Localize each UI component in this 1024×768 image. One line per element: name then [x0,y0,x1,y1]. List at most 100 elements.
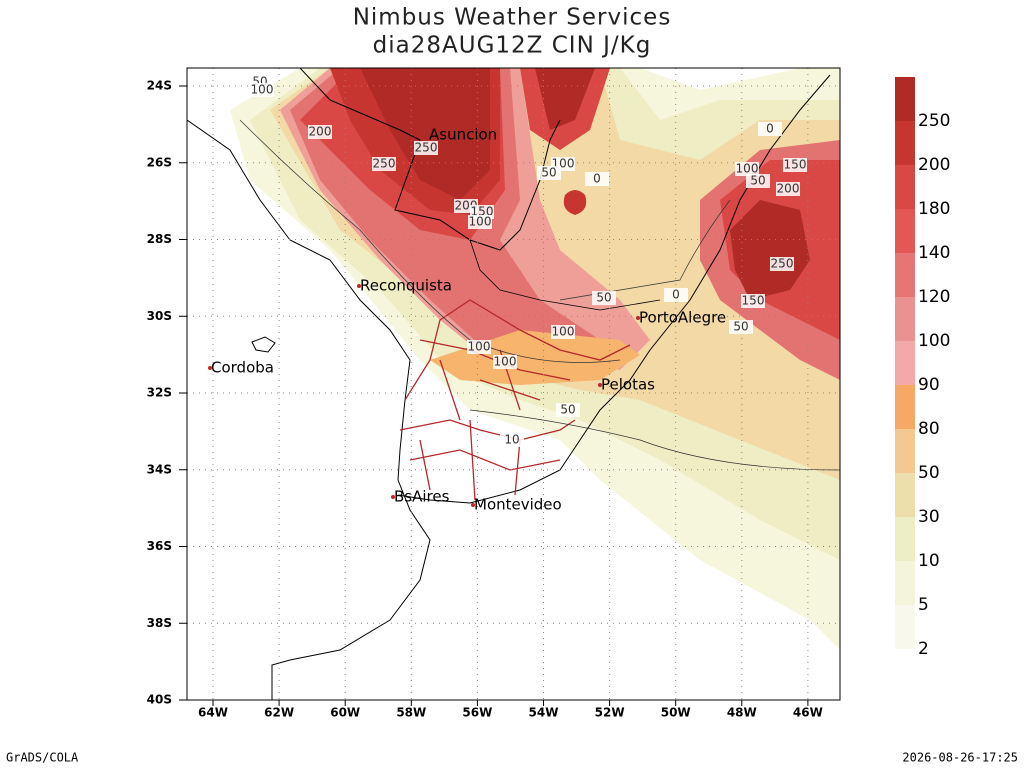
contour-label: 250 [373,157,396,171]
colorbar-swatch [895,517,915,561]
lon-label: 56W [462,706,492,720]
colorbar-label: 50 [918,463,940,483]
lat-label: 24S [147,79,172,93]
colorbar-label: 250 [918,111,950,131]
colorbar-swatch [895,209,915,253]
city-dot [636,316,640,320]
city-label: Montevideo [474,496,562,514]
contour-label-group: 0 [664,288,688,302]
contour-label-group: 250 [414,141,438,155]
lon-label: 50W [661,706,691,720]
contour-label-group: 10 [500,433,524,447]
colorbar-label: 80 [918,419,940,439]
colorbar-label: 2 [918,639,929,659]
colorbar-swatch [895,253,915,297]
lon-label: 52W [595,706,625,720]
lon-label: 48W [727,706,757,720]
contour-label-group: 200 [776,182,800,196]
contour-label: 100 [469,215,492,229]
lat-label: 36S [147,539,172,553]
contour-label: 50 [750,174,765,188]
contour-label-box [537,166,561,180]
contour-label: 200 [777,182,800,196]
city-dot [391,495,395,499]
lat-label: 30S [147,309,172,323]
contour-label-box [467,340,491,354]
contour-label-group: 50 [746,174,770,188]
contour-label-box [758,122,782,136]
contour-label: 100 [494,355,517,369]
contour-label-box [735,162,759,176]
contour-label: 250 [771,257,794,271]
city-dot [208,366,212,370]
colorbar-swatch [895,605,915,649]
lat-label: 28S [147,232,172,246]
contour-label: 100 [251,83,274,97]
contour-label-box [372,157,396,171]
contour-label: 0 [672,288,680,302]
colorbar-swatch [895,429,915,473]
colorbar-label: 90 [918,375,940,395]
lat-label: 32S [147,386,172,400]
contour-label: 100 [552,325,575,339]
city-label: Cordoba [211,359,274,377]
colorbar-label: 100 [918,331,950,351]
contour-label-box [783,158,807,172]
contour-label: 100 [468,340,491,354]
contour-label: 50 [596,291,611,305]
contour-label-group: 250 [770,257,794,271]
contour-label-group: 0 [585,172,609,186]
contour-label: 0 [766,122,774,136]
contour-label: 50 [733,320,748,334]
contour-label-box [664,288,688,302]
colorbar-label: 10 [918,551,940,571]
lon-label: 64W [198,706,228,720]
colorbar-label: 5 [918,595,929,615]
lon-label: 62W [264,706,294,720]
lon-label: 46W [793,706,823,720]
contour-label: 200 [309,125,332,139]
city-label: Asuncion [429,126,497,144]
city-dot [598,383,602,387]
contour-label-box [500,433,524,447]
footer-right: 2026-08-26-17:25 [902,751,1018,765]
contour-label: 100 [736,162,759,176]
colorbar-swatch [895,121,915,165]
subtitle: dia28AUG12Z CIN J/Kg [373,33,652,59]
colorbar-swatch [895,297,915,341]
contour-label-group: 250 [372,157,396,171]
contour-label-group: 100 [493,355,517,369]
lon-label: 54W [529,706,559,720]
contour-label-box [468,215,492,229]
contour-label-box [250,83,274,97]
colorbar-swatch [895,341,915,385]
colorbar-swatch [895,561,915,605]
contour-label: 50 [560,403,575,417]
contour-label-group: 100 [735,162,759,176]
lat-label: 34S [147,462,172,476]
contour-label-group: 0 [758,122,782,136]
city-label: Pelotas [601,376,655,394]
city-label: BsAires [394,488,450,506]
city-label: Reconquista [360,277,452,295]
map-field [187,68,840,700]
contour-label: 10 [504,433,519,447]
contour-label: 150 [784,158,807,172]
contour-label-group: 50 [592,291,616,305]
lat-label: 26S [147,155,172,169]
contour-label-box [741,294,765,308]
contour-label-group: 100 [468,215,492,229]
colorbar-swatch [895,77,915,121]
contour-label-box [592,291,616,305]
city-dot [471,503,475,507]
contour-label-box [776,182,800,196]
city-label: PortoAlegre [639,309,726,327]
colorbar-label: 140 [918,243,950,263]
contour-label: 250 [415,141,438,155]
contour-label-box [585,172,609,186]
contour-label-group: 100 [467,340,491,354]
contour-label-box [556,403,580,417]
colorbar-label: 30 [918,507,940,527]
contour-label-box [770,257,794,271]
